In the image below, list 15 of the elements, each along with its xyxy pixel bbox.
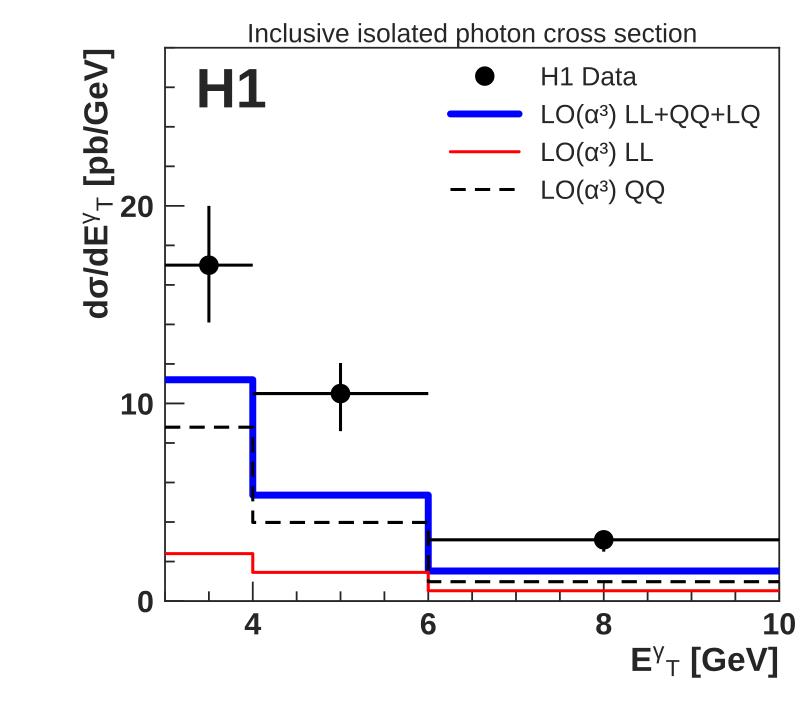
legend-label: LO(α³) LL [542,142,653,166]
y-tick-label: 20 [120,196,153,218]
x-tick-label: 6 [420,612,436,635]
y-tick-label: 10 [122,393,153,415]
legend-label: H1 Data [542,67,637,86]
annotation: H1 [199,69,266,108]
x-tick-label: 10 [764,612,795,635]
legend-label: LO(α³) LL+QQ+LQ [542,104,760,129]
legend-label: LO(α³) QQ [542,180,664,204]
chart-title: Inclusive isolated photon cross section [249,23,696,48]
x-axis-title: E$^{γ}$$_{T}$ [GeV] [632,646,778,678]
x-tick-label: 8 [596,612,612,635]
x-tick-label: 4 [244,613,262,634]
y-tick-label: 0 [138,590,153,612]
y-axis-title: dσ/dE$^{γ}$$_{T}$ [pb/GeV] [82,50,114,318]
